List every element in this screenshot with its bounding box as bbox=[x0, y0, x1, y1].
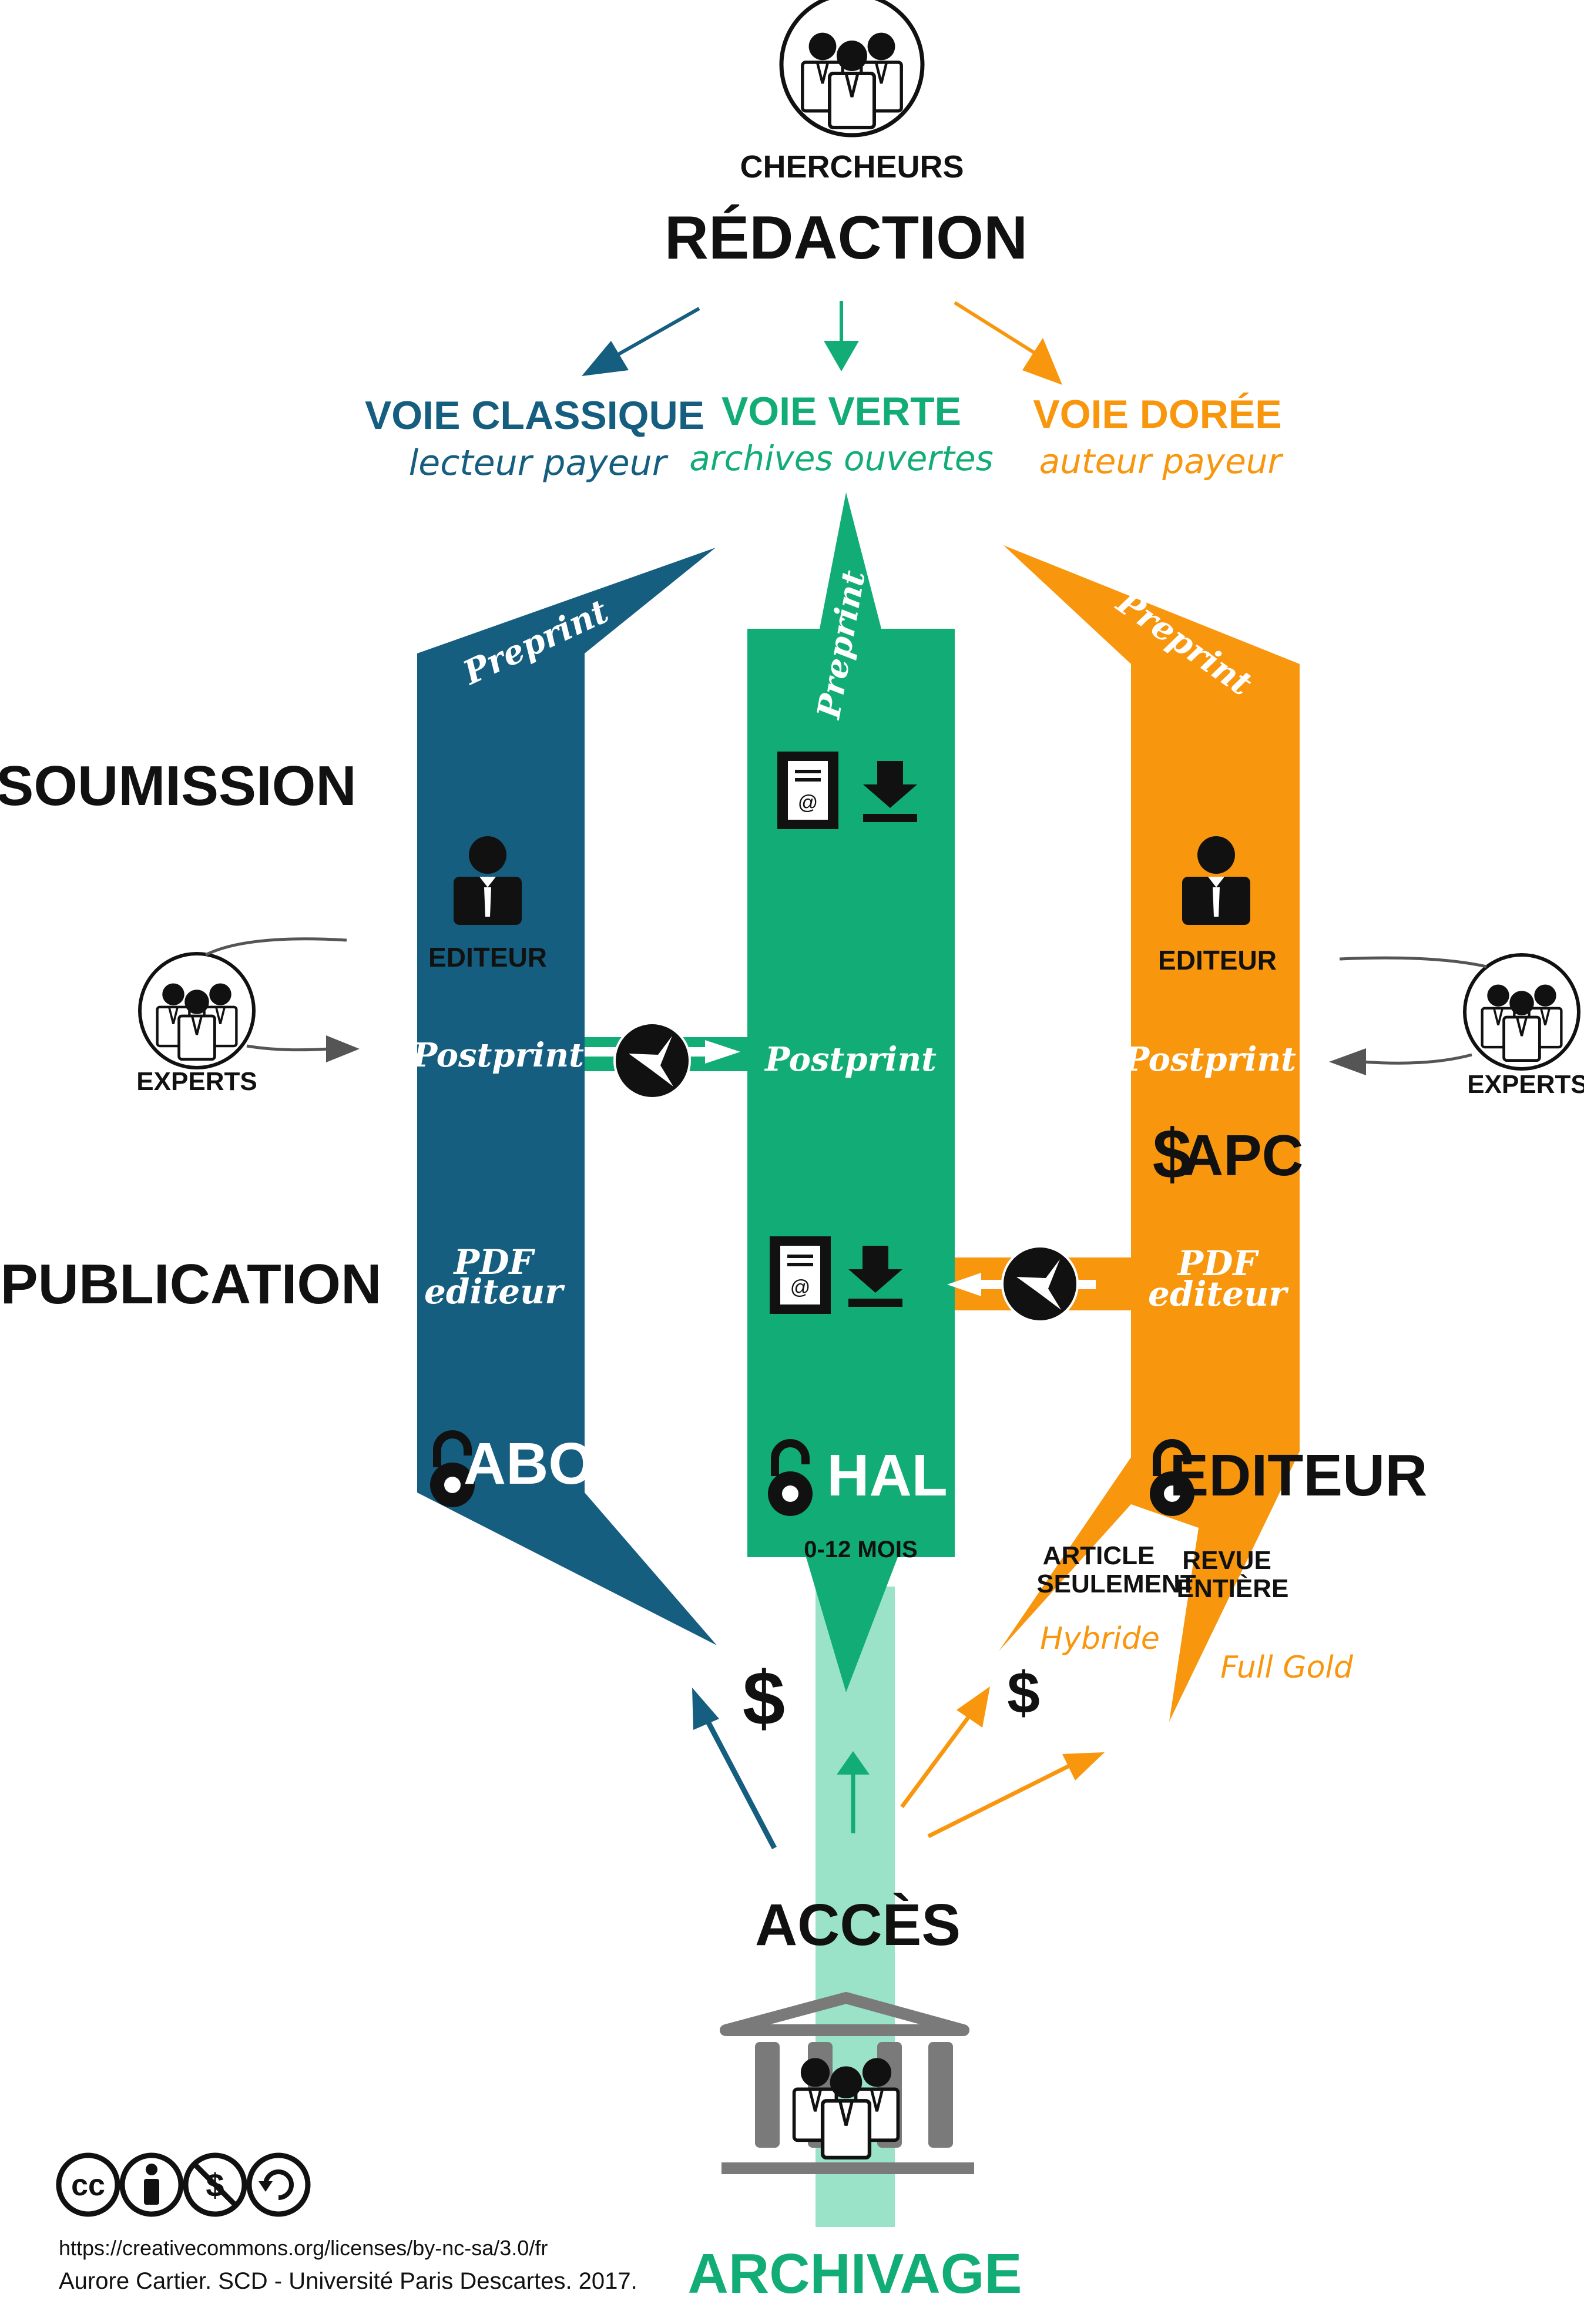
experts-label-left: EXPERTS bbox=[136, 1067, 257, 1096]
license-url: https://creativecommons.org/licenses/by-… bbox=[59, 2236, 548, 2260]
revue-label-line1: REVUE bbox=[1182, 1546, 1271, 1575]
voie-doree-subtitle: auteur payeur bbox=[1039, 441, 1284, 481]
voie-classique-title: VOIE CLASSIQUE bbox=[365, 393, 704, 438]
postprint-label-verte: Postprint bbox=[764, 1040, 937, 1079]
dollar-hybride: $ bbox=[1007, 1660, 1040, 1726]
pdf-editeur-label-doree: editeur bbox=[1148, 1274, 1289, 1314]
experts-loop-right-top bbox=[1339, 956, 1487, 968]
hal-label: HAL bbox=[827, 1443, 948, 1508]
nc-noncommercial-icon: $ bbox=[183, 2152, 247, 2217]
archive-server-icon bbox=[770, 1236, 831, 1314]
redaction-title: RÉDACTION bbox=[665, 204, 1028, 272]
experts-loop-left-top bbox=[204, 937, 347, 957]
postprint-label-classique: Postprint bbox=[411, 1036, 584, 1075]
compass-icon bbox=[613, 1022, 691, 1099]
experts-loop-right-bottom bbox=[1362, 1053, 1472, 1065]
experts-loop-left-bottom bbox=[246, 1044, 330, 1052]
cc-icon: cc bbox=[56, 2152, 120, 2217]
experts-label-right: EXPERTS bbox=[1467, 1070, 1584, 1099]
arrow-to-doree bbox=[954, 301, 1062, 385]
dollar-classique: $ bbox=[743, 1655, 785, 1741]
pdf-label-doree: PDF bbox=[1176, 1243, 1259, 1283]
access-arrow-full-gold bbox=[927, 1752, 1105, 1839]
voie-doree-title: VOIE DORÉE bbox=[1033, 392, 1281, 437]
editeur-access-label: EDITEUR bbox=[1170, 1443, 1428, 1508]
sa-sharealike-icon bbox=[246, 2152, 311, 2217]
full-gold-label: Full Gold bbox=[1220, 1650, 1354, 1685]
voie-verte-subtitle: archives ouvertes bbox=[689, 438, 994, 478]
editeur-label-doree: EDITEUR bbox=[1158, 945, 1277, 975]
archivage-label: ARCHIVAGE bbox=[688, 2242, 1022, 2305]
delay-label: 0-12 MOIS bbox=[804, 1537, 917, 1562]
postprint-label-doree: Postprint bbox=[1123, 1040, 1296, 1079]
revue-label-line2: ENTIÈRE bbox=[1177, 1574, 1289, 1603]
svg-text:cc: cc bbox=[71, 2168, 105, 2202]
editeur-label-classique: EDITEUR bbox=[428, 942, 547, 972]
access-arrow-classique bbox=[692, 1688, 777, 1850]
apc-dollar: $ bbox=[1153, 1115, 1192, 1193]
access-arrow-hybride bbox=[900, 1686, 990, 1809]
acces-label: ACCÈS bbox=[755, 1892, 961, 1958]
pdf-label-classique: PDF bbox=[452, 1242, 535, 1282]
apc-label: APC bbox=[1182, 1123, 1304, 1188]
compass-icon bbox=[1001, 1245, 1079, 1323]
pdf-editeur-label-classique: editeur bbox=[424, 1272, 565, 1312]
library-building-icon bbox=[720, 1992, 974, 2174]
arrow-to-classique bbox=[582, 307, 700, 376]
abo-label: ABO bbox=[464, 1431, 594, 1497]
author-credit: Aurore Cartier. SCD - Université Paris D… bbox=[59, 2268, 637, 2294]
access-arrow-verte bbox=[837, 1751, 870, 1833]
article-label-line2: SEULEMENT bbox=[1036, 1570, 1196, 1598]
classique-band bbox=[417, 548, 717, 1645]
publication-label: PUBLICATION bbox=[1, 1253, 382, 1316]
by-attribution-icon bbox=[119, 2152, 184, 2217]
soumission-label: SOUMISSION bbox=[0, 754, 357, 817]
chercheurs-label: CHERCHEURS bbox=[740, 149, 964, 185]
voie-verte-title: VOIE VERTE bbox=[721, 389, 961, 434]
cc-license-badges: cc $ bbox=[56, 2152, 311, 2217]
archive-server-icon bbox=[777, 752, 838, 829]
arrow-to-verte bbox=[824, 301, 859, 371]
article-label-line1: ARTICLE bbox=[1043, 1541, 1155, 1570]
voie-classique-subtitle: lecteur payeur bbox=[409, 442, 669, 484]
hybride-label: Hybride bbox=[1040, 1621, 1160, 1656]
